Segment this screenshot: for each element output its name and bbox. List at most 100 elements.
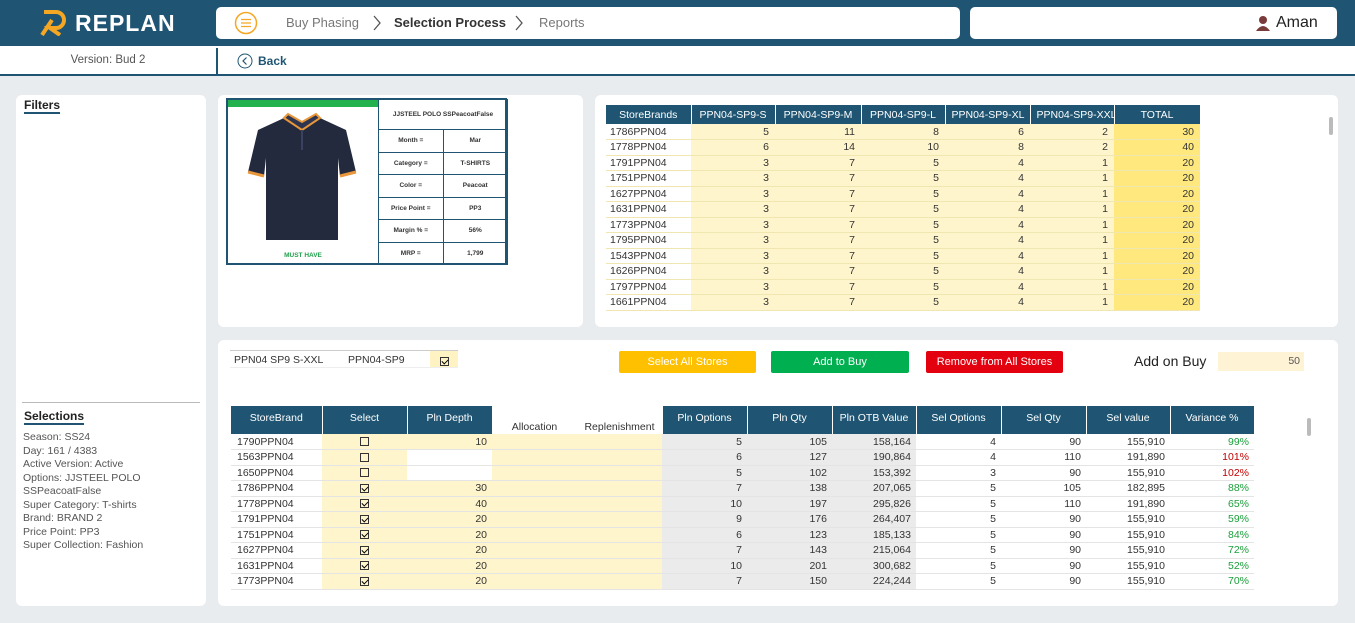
product-panel: MUST HAVE JJSTEEL POLO SSPeacoatFalse Mo… bbox=[218, 95, 583, 327]
product-tag: MUST HAVE bbox=[228, 252, 378, 259]
qty-cell: 4 bbox=[945, 202, 1030, 218]
value-cell: 7 bbox=[662, 481, 747, 497]
store-cell: 1773PPN04 bbox=[606, 217, 691, 233]
crumb[interactable]: Buy Phasing bbox=[286, 15, 359, 30]
column-header: PPN04-SP9-L bbox=[861, 105, 945, 124]
product-name: JJSTEEL POLO SSPeacoatFalse bbox=[379, 100, 508, 130]
select-cell bbox=[322, 574, 407, 590]
qty-cell: 5 bbox=[861, 155, 945, 171]
qty-cell: 1 bbox=[1030, 202, 1114, 218]
empty-cell bbox=[492, 465, 577, 481]
selection-item: Price Point: PP3 bbox=[23, 526, 198, 540]
store-cell: 1786PPN04 bbox=[231, 481, 322, 497]
value-cell: 7 bbox=[662, 574, 747, 590]
value-cell: 5 bbox=[916, 543, 1001, 559]
value-cell: 190,864 bbox=[832, 450, 916, 466]
column-header: Pln OTB Value bbox=[832, 406, 916, 434]
qty-cell: 5 bbox=[861, 202, 945, 218]
column-header: Sel value bbox=[1086, 406, 1170, 434]
value-cell: 5 bbox=[916, 512, 1001, 528]
scrollbar[interactable] bbox=[1307, 418, 1311, 436]
row-checkbox[interactable] bbox=[360, 437, 369, 446]
table-row: 1790PPN04105105158,164490155,91099% bbox=[231, 434, 1254, 450]
attribute-label: Category = bbox=[379, 152, 444, 175]
store-cell: 1631PPN04 bbox=[231, 558, 322, 574]
value-cell: 88% bbox=[1170, 481, 1254, 497]
option-name: PPN04 SP9 S-XXL bbox=[234, 354, 323, 366]
row-checkbox[interactable] bbox=[360, 577, 369, 586]
column-header: Sel Qty bbox=[1001, 406, 1086, 434]
qty-cell: 7 bbox=[775, 233, 861, 249]
attribute-row: Color =Peacoat bbox=[379, 175, 508, 198]
qty-cell: 1 bbox=[1030, 155, 1114, 171]
attribute-value: 56% bbox=[443, 220, 508, 243]
row-checkbox[interactable] bbox=[360, 484, 369, 493]
qty-cell: 20 bbox=[1114, 295, 1200, 311]
value-cell: 90 bbox=[1001, 512, 1086, 528]
row-checkbox[interactable] bbox=[360, 561, 369, 570]
attribute-value: PP3 bbox=[443, 197, 508, 220]
menu-icon[interactable] bbox=[234, 11, 258, 35]
user-icon bbox=[1256, 15, 1270, 31]
store-table-wrap: StoreBrandSelectPln DepthAllocationReple… bbox=[231, 406, 1254, 596]
option-code: PPN04-SP9 bbox=[348, 354, 405, 366]
value-cell: 264,407 bbox=[832, 512, 916, 528]
value-cell: 300,682 bbox=[832, 558, 916, 574]
qty-cell: 30 bbox=[1114, 124, 1200, 140]
table-row: 1786PPN0451186230 bbox=[606, 124, 1200, 140]
version: Version: Bud 2 bbox=[0, 54, 216, 66]
user-box: Aman bbox=[970, 7, 1337, 39]
qty-cell: 11 bbox=[775, 124, 861, 140]
table-row: 1791PPN04209176264,407590155,91059% bbox=[231, 512, 1254, 528]
value-cell: 155,910 bbox=[1086, 558, 1170, 574]
qty-cell: 3 bbox=[691, 248, 775, 264]
row-checkbox[interactable] bbox=[360, 468, 369, 477]
column-header: PPN04-SP9-S bbox=[691, 105, 775, 124]
table-row: 1791PPN043754120 bbox=[606, 155, 1200, 171]
user-name[interactable]: Aman bbox=[1276, 14, 1318, 32]
qty-cell: 1 bbox=[1030, 186, 1114, 202]
row-checkbox[interactable] bbox=[360, 515, 369, 524]
crumb[interactable]: Reports bbox=[539, 15, 585, 30]
qty-cell: 6 bbox=[691, 140, 775, 156]
row-checkbox[interactable] bbox=[360, 453, 369, 462]
empty-cell bbox=[577, 527, 662, 543]
empty-cell bbox=[577, 543, 662, 559]
select-cell bbox=[322, 481, 407, 497]
row-checkbox[interactable] bbox=[360, 499, 369, 508]
row-checkbox[interactable] bbox=[360, 546, 369, 555]
value-cell: 6 bbox=[662, 450, 747, 466]
action-button[interactable]: Select All Stores bbox=[619, 351, 756, 373]
qty-cell: 4 bbox=[945, 171, 1030, 187]
table-row: 1778PPN044010197295,8265110191,89065% bbox=[231, 496, 1254, 512]
qty-cell: 4 bbox=[945, 295, 1030, 311]
store-cell: 1786PPN04 bbox=[606, 124, 691, 140]
value-cell: 5 bbox=[916, 574, 1001, 590]
size-table: StoreBrandsPPN04-SP9-SPPN04-SP9-MPPN04-S… bbox=[606, 105, 1200, 311]
action-button[interactable]: Remove from All Stores bbox=[926, 351, 1063, 373]
back-button[interactable]: Back bbox=[258, 54, 287, 68]
option-checkbox[interactable] bbox=[440, 357, 449, 366]
table-row: 1795PPN043754120 bbox=[606, 233, 1200, 249]
add-on-buy-value[interactable]: 50 bbox=[1218, 352, 1304, 371]
attribute-row: Category =T-SHIRTS bbox=[379, 152, 508, 175]
crumb-active[interactable]: Selection Process bbox=[394, 15, 506, 30]
attribute-value: Peacoat bbox=[443, 175, 508, 198]
scrollbar[interactable] bbox=[1329, 117, 1333, 135]
value-cell: 5 bbox=[916, 496, 1001, 512]
value-cell: 30 bbox=[407, 481, 492, 497]
qty-cell: 3 bbox=[691, 155, 775, 171]
qty-cell: 20 bbox=[1114, 248, 1200, 264]
value-cell: 155,910 bbox=[1086, 465, 1170, 481]
qty-cell: 4 bbox=[945, 264, 1030, 280]
row-checkbox[interactable] bbox=[360, 530, 369, 539]
option-slicer: PPN04 SP9 S-XXL PPN04-SP9 bbox=[230, 350, 458, 368]
store-cell: 1790PPN04 bbox=[231, 434, 322, 450]
logo: REPLAN bbox=[75, 10, 176, 37]
action-button[interactable]: Add to Buy bbox=[771, 351, 909, 373]
empty-cell bbox=[577, 450, 662, 466]
table-row: 1563PPN046127190,8644110191,890101% bbox=[231, 450, 1254, 466]
back-icon[interactable] bbox=[237, 53, 253, 69]
value-cell: 191,890 bbox=[1086, 450, 1170, 466]
qty-cell: 8 bbox=[945, 140, 1030, 156]
